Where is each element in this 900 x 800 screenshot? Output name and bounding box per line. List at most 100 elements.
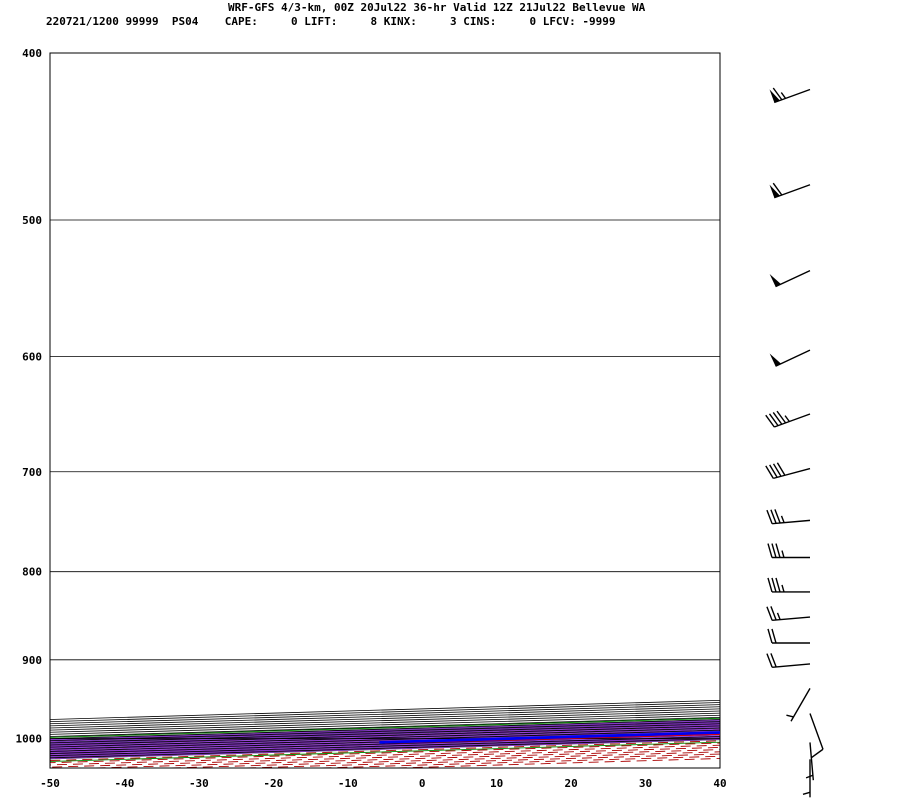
mixing-ratio-line <box>50 717 720 738</box>
wind-barb <box>767 543 810 559</box>
barb-full <box>810 748 824 759</box>
wind-barb <box>766 606 811 622</box>
barb-half <box>802 791 811 795</box>
mixing-ratio-line <box>50 725 720 747</box>
barb-staff <box>809 713 824 750</box>
dry-adiabat <box>321 755 720 768</box>
barb-full <box>775 577 781 593</box>
barb-full <box>772 87 783 101</box>
moist-adiabat <box>50 739 720 760</box>
mixing-ratio-line <box>50 719 720 740</box>
barb-full <box>771 543 777 558</box>
barb-full <box>765 414 775 428</box>
barb-flag <box>769 273 781 287</box>
dry-adiabat <box>396 758 720 768</box>
barb-full <box>770 509 777 524</box>
wind-barb <box>786 688 811 722</box>
barb-full <box>766 509 773 524</box>
barb-staff <box>774 413 811 428</box>
dry-adiabat <box>50 742 720 764</box>
mixing-ratio-line <box>50 736 720 757</box>
y-tick-label: 1000 <box>16 733 43 746</box>
x-tick-label: -40 <box>115 777 135 790</box>
wind-barbs <box>765 87 824 798</box>
moist-adiabat <box>50 730 720 751</box>
barb-full <box>766 653 773 668</box>
barb-full <box>776 410 787 424</box>
barb-full <box>767 543 773 558</box>
y-tick-label: 600 <box>22 350 42 363</box>
barb-full <box>769 464 778 478</box>
x-tick-label: 0 <box>419 777 426 790</box>
isotherm <box>49 719 721 740</box>
wind-barb <box>766 509 811 525</box>
isotherm <box>49 712 721 733</box>
dewpoint-line <box>379 731 720 744</box>
barb-half <box>781 584 785 593</box>
moist-adiabat <box>50 723 720 744</box>
wind-barb <box>769 182 811 199</box>
dry-adiabat <box>50 722 720 744</box>
moist-adiabat <box>50 738 720 759</box>
sounding-indices: 220721/1200 99999 PS04 CAPE: 0 LIFT: 8 K… <box>46 15 616 28</box>
isotherm <box>49 738 721 759</box>
barb-full <box>768 413 779 427</box>
barb-staff <box>773 467 811 480</box>
barb-half <box>784 415 790 422</box>
mixing-ratio-line <box>50 734 720 755</box>
isotherm <box>49 714 721 735</box>
barb-full <box>771 628 777 644</box>
x-tick-label: -10 <box>338 777 358 790</box>
y-tick-label: 400 <box>22 47 42 60</box>
barb-staff <box>772 663 811 668</box>
dry-adiabat <box>246 753 720 768</box>
dry-adiabat <box>50 733 720 755</box>
isotherm <box>49 704 721 725</box>
barb-staff <box>790 688 811 722</box>
moist-adiabat <box>50 733 720 754</box>
wind-barb <box>767 577 810 593</box>
barb-staff <box>772 616 811 622</box>
moist-adiabat <box>50 720 720 742</box>
barb-staff <box>772 519 811 525</box>
moist-adiabat <box>50 737 720 758</box>
isotherm <box>49 729 721 750</box>
barb-full <box>772 182 783 196</box>
isotherm <box>49 723 721 744</box>
x-tick-label: -50 <box>40 777 60 790</box>
x-tick-label: -30 <box>189 777 209 790</box>
dry-adiabat <box>50 736 720 757</box>
moist-adiabat <box>50 735 720 756</box>
moist-adiabat <box>50 722 720 744</box>
barb-full <box>766 606 773 621</box>
y-tick-label: 900 <box>22 654 42 667</box>
barb-half <box>781 550 785 558</box>
isotherm <box>49 699 721 720</box>
moist-adiabat <box>50 726 720 747</box>
grid <box>49 52 721 759</box>
frame-box <box>49 52 721 769</box>
dry-adiabat <box>50 738 720 759</box>
barb-full <box>775 543 781 558</box>
wind-barb <box>765 462 811 480</box>
barb-full <box>770 606 777 621</box>
moist-adiabat <box>50 728 720 750</box>
barb-full <box>776 462 786 476</box>
chart-title: WRF-GFS 4/3-km, 00Z 20Jul22 36-hr Valid … <box>228 1 646 14</box>
x-tick-label: 30 <box>639 777 652 790</box>
dry-adiabat <box>50 727 720 748</box>
barb-full <box>771 577 777 593</box>
wind-barb <box>765 410 811 428</box>
barb-full <box>765 465 774 479</box>
y-tick-label: 500 <box>22 214 42 227</box>
barb-staff <box>774 88 811 104</box>
isotherm <box>49 721 721 742</box>
dry-adiabat <box>170 751 720 768</box>
barb-flag <box>769 184 780 198</box>
barb-half <box>780 92 787 99</box>
barb-staff <box>774 184 811 199</box>
barb-full <box>770 653 777 668</box>
barb-full <box>774 509 781 524</box>
barb-staff <box>809 742 815 781</box>
